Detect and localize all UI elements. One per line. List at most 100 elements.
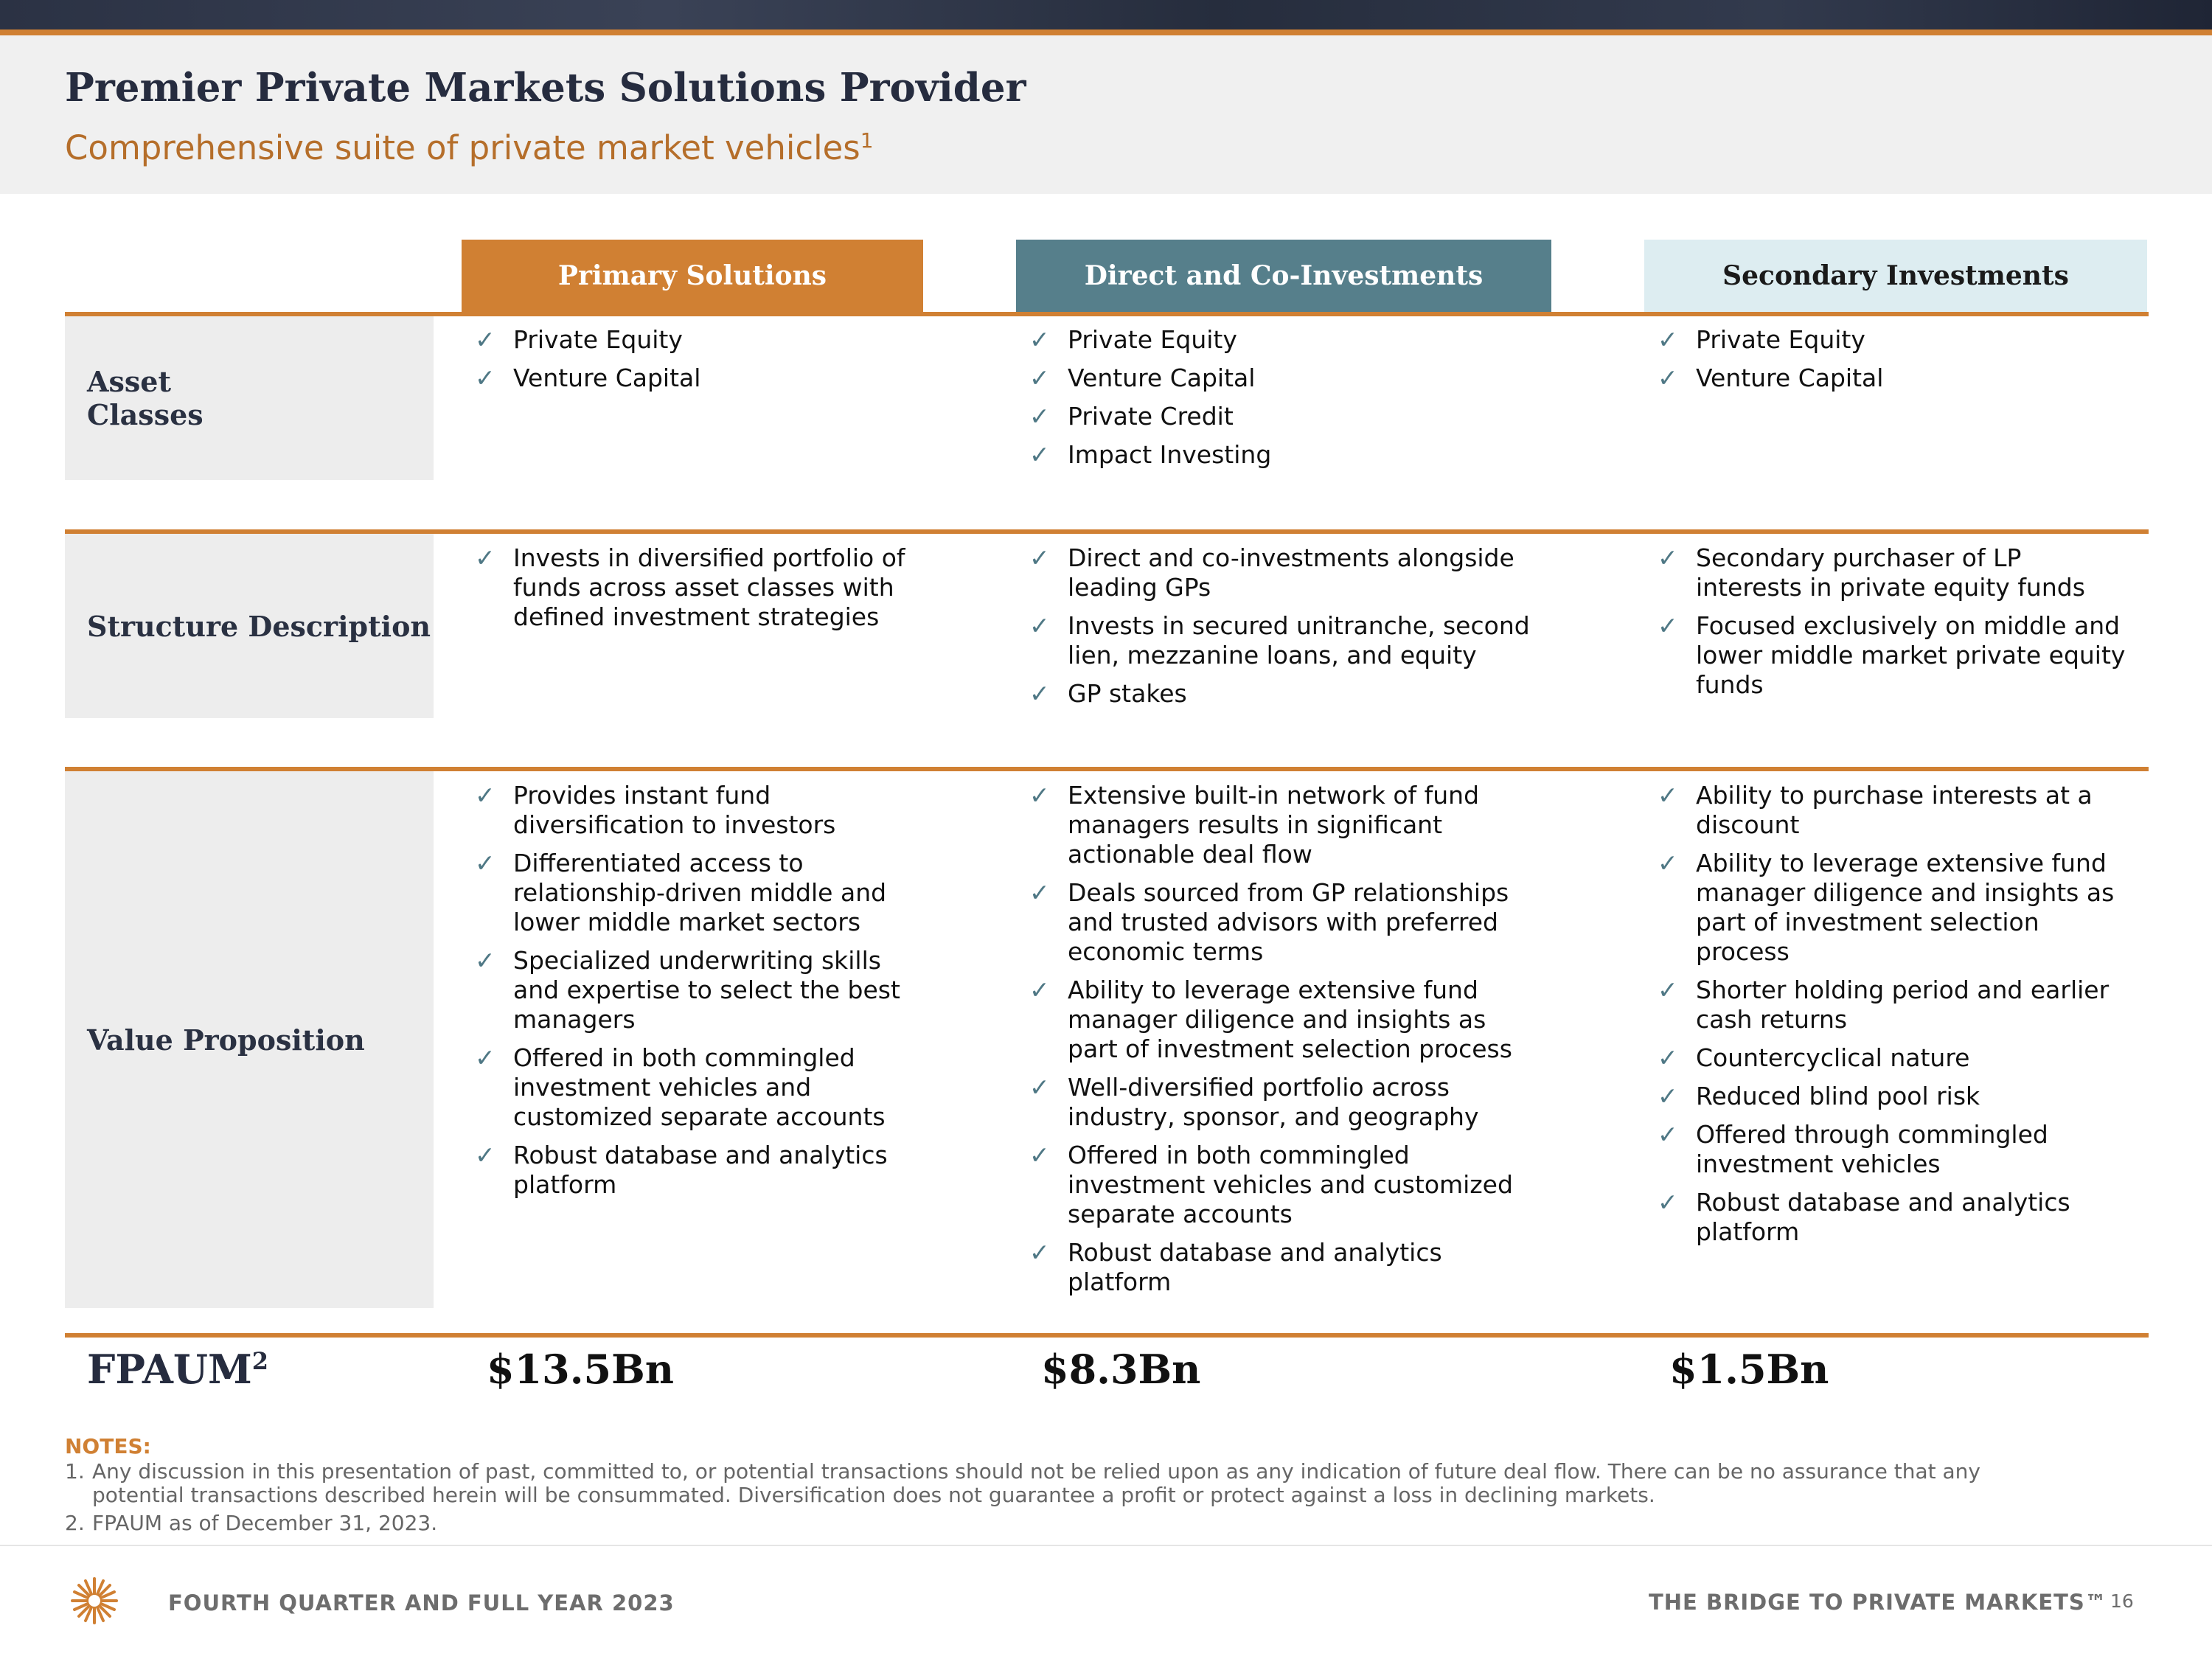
cell-asset-direct: ✓ Private Equity ✓ Venture Capital ✓ Private …: [1029, 325, 1271, 470]
checkmark-icon: ✓: [1029, 402, 1050, 431]
checklist-item: ✓ Private Equity: [1029, 325, 1271, 355]
checklist-item-text: GP stakes: [1068, 679, 1187, 709]
checkmark-icon: ✓: [1029, 1238, 1050, 1267]
checklist-item-text: Well-diversified portfolio across industr…: [1068, 1073, 1478, 1132]
checkmark-icon: ✓: [1658, 325, 1678, 354]
checklist-item-line: Venture Capital: [1068, 364, 1256, 392]
subtitle-text: Comprehensive suite of private market ve…: [65, 128, 860, 167]
checkmark-icon: ✓: [1658, 975, 1678, 1004]
row-divider: [65, 529, 2149, 534]
checklist-item-text: Venture Capital: [513, 364, 700, 393]
checklist-item-text: Offered through commingled investment veh…: [1696, 1120, 2048, 1179]
row-label-value: Value Proposition: [65, 771, 434, 1308]
checkmark-icon: ✓: [475, 325, 495, 354]
checklist-item: ✓ Specialized underwriting skills and expe…: [475, 946, 900, 1034]
checkmark-icon: ✓: [1658, 1188, 1678, 1217]
checklist-item-line: customized separate accounts: [513, 1102, 886, 1131]
fpaum-label: FPAUM2: [87, 1346, 268, 1393]
checklist-item-line: Well-diversified portfolio across: [1068, 1073, 1450, 1102]
checklist-item: ✓ Invests in diversified portfolio of fund…: [475, 543, 905, 632]
note-2: 2. FPAUM as of December 31, 2023.: [65, 1512, 2159, 1535]
checklist-item: ✓ Invests in secured unitranche, second li…: [1029, 611, 1530, 670]
checklist-item-line: Deals sourced from GP relationships: [1068, 878, 1509, 907]
checklist-item-text: Impact Investing: [1068, 440, 1271, 470]
row-label-structure: Structure Description: [65, 534, 434, 718]
checkmark-icon: ✓: [1029, 440, 1050, 469]
checklist-item-text: Private Credit: [1068, 402, 1234, 431]
footer-tagline: THE BRIDGE TO PRIVATE MARKETS™: [1649, 1590, 2107, 1615]
page-title: Premier Private Markets Solutions Provid…: [65, 65, 1026, 111]
column-header-primary: Primary Solutions: [462, 240, 923, 312]
note-1: 1. Any discussion in this presentation o…: [65, 1460, 2159, 1507]
checklist-item-line: cash returns: [1696, 1005, 1848, 1034]
checkmark-icon: ✓: [1658, 543, 1678, 572]
fpaum-value-direct: $8.3Bn: [1041, 1346, 1201, 1393]
checkmark-icon: ✓: [1658, 1043, 1678, 1072]
checklist-item: ✓ Countercyclical nature: [1658, 1043, 2114, 1073]
checkmark-icon: ✓: [1658, 849, 1678, 877]
checklist-item-text: Focused exclusively on middle and lower m…: [1696, 611, 2125, 700]
checklist-item-line: Invests in secured unitranche, second: [1068, 611, 1530, 640]
checkmark-icon: ✓: [1658, 611, 1678, 640]
checklist-item-line: leading GPs: [1068, 573, 1211, 602]
checklist-item-line: Focused exclusively on middle and: [1696, 611, 2121, 640]
checklist-item-line: separate accounts: [1068, 1200, 1293, 1228]
checklist-item-line: Offered through commingled: [1696, 1120, 2048, 1149]
checklist-item-line: actionable deal flow: [1068, 840, 1312, 869]
fpaum-value-secondary: $1.5Bn: [1669, 1346, 1829, 1393]
checklist-item-text: Ability to purchase interests at a discou…: [1696, 781, 2093, 840]
page-number: 16: [2110, 1590, 2134, 1612]
checklist-item: ✓ Deals sourced from GP relationships and …: [1029, 878, 1513, 967]
checklist-item-line: managers: [513, 1005, 636, 1034]
checklist-item-line: Impact Investing: [1068, 440, 1272, 469]
checklist-item-line: funds: [1696, 670, 1764, 699]
checklist-item-line: Shorter holding period and earlier: [1696, 975, 2110, 1004]
checklist-item-line: industry, sponsor, and geography: [1068, 1102, 1479, 1131]
checklist-item-text: Offered in both commingled investment veh…: [513, 1043, 886, 1132]
row-label-text: Structure Description: [87, 609, 431, 643]
checklist-item-line: manager diligence and insights as: [1696, 878, 2115, 907]
checklist-item-line: economic terms: [1068, 937, 1264, 966]
checklist-item-line: lien, mezzanine loans, and equity: [1068, 641, 1477, 669]
checklist-item-line: manager diligence and insights as: [1068, 1005, 1486, 1034]
header-band: [0, 35, 2212, 194]
checklist-item-text: Invests in diversified portfolio of funds…: [513, 543, 905, 632]
checklist-item-line: Offered in both commingled: [1068, 1141, 1410, 1169]
checklist-item: ✓ Venture Capital: [475, 364, 700, 393]
checklist-item: ✓ Offered in both commingled investment ve…: [1029, 1141, 1513, 1229]
checklist-item-line: Venture Capital: [1696, 364, 1884, 392]
row-divider: [65, 1333, 2149, 1338]
checklist-item-line: managers results in significant: [1068, 810, 1443, 839]
checklist-item-line: GP stakes: [1068, 679, 1187, 708]
subtitle-footnote-ref: 1: [860, 128, 874, 153]
checklist-item-line: Private Credit: [1068, 402, 1234, 431]
checklist-item-line: funds across asset classes with: [513, 573, 894, 602]
checklist-item-line: investment vehicles and customized: [1068, 1170, 1513, 1199]
checklist-item: ✓ Direct and co-investments alongside lead…: [1029, 543, 1530, 602]
cell-structure-secondary: ✓ Secondary purchaser of LP interests in p…: [1658, 543, 2125, 700]
note-text-line: FPAUM as of December 31, 2023.: [92, 1511, 438, 1535]
checklist-item-text: Extensive built-in network of fund manage…: [1068, 781, 1479, 869]
cell-value-direct: ✓ Extensive built-in network of fund manag…: [1029, 781, 1513, 1297]
checklist-item-line: platform: [1696, 1217, 1800, 1246]
checklist-item: ✓ Robust database and analytics platform: [475, 1141, 900, 1200]
note-number: 1.: [65, 1459, 85, 1484]
checklist-item-line: platform: [1068, 1267, 1172, 1296]
checklist-item-line: Venture Capital: [513, 364, 701, 392]
row-label-text: Asset Classes: [87, 365, 204, 431]
checklist-item-line: Robust database and analytics: [1696, 1188, 2070, 1217]
checklist-item-line: interests in private equity funds: [1696, 573, 2085, 602]
checklist-item-text: Venture Capital: [1068, 364, 1255, 393]
checklist-item-line: Private Equity: [1068, 325, 1237, 354]
cell-asset-secondary: ✓ Private Equity ✓ Venture Capital: [1658, 325, 1883, 393]
checklist-item-line: Secondary purchaser of LP: [1696, 543, 2022, 572]
page-subtitle: Comprehensive suite of private market ve…: [65, 128, 874, 167]
checklist-item-line: platform: [513, 1170, 617, 1199]
checkmark-icon: ✓: [1658, 1082, 1678, 1110]
checklist-item-text: Direct and co-investments alongside leadi…: [1068, 543, 1514, 602]
checkmark-icon: ✓: [1658, 781, 1678, 810]
checklist-item: ✓ Robust database and analytics platform: [1029, 1238, 1513, 1297]
checklist-item-line: Ability to purchase interests at a: [1696, 781, 2093, 810]
checklist-item: ✓ Ability to leverage extensive fund manag…: [1658, 849, 2114, 967]
checklist-item-text: Shorter holding period and earlier cash r…: [1696, 975, 2109, 1034]
